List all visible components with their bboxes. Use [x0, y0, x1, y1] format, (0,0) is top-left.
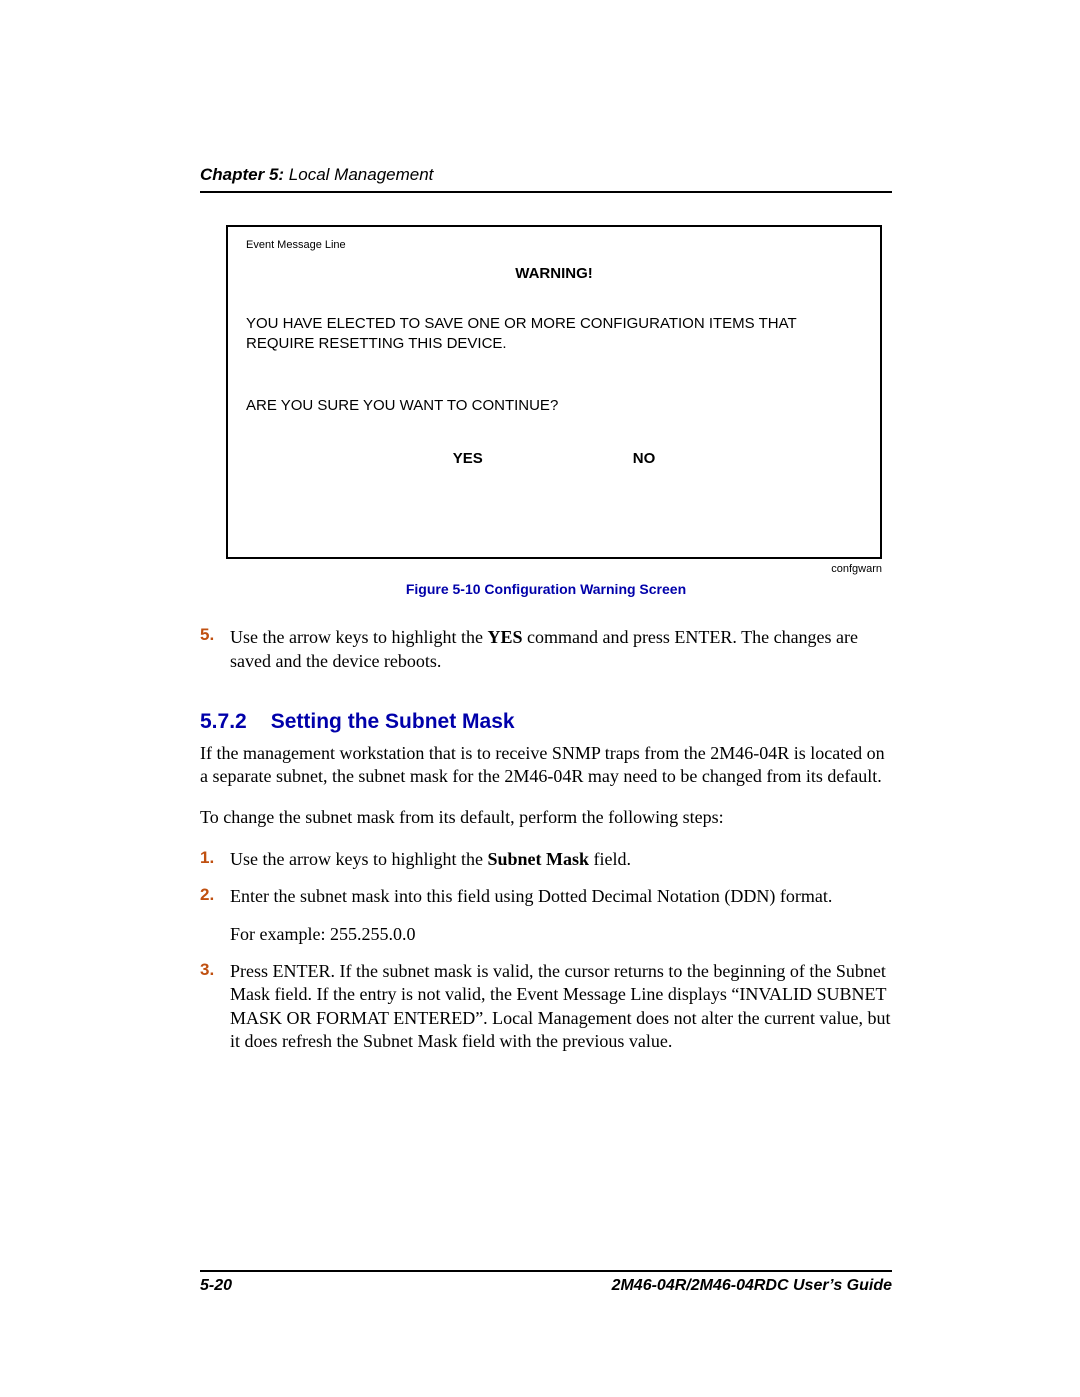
step-1-text: Use the arrow keys to highlight the Subn… — [230, 848, 631, 871]
step-1-row: 1. Use the arrow keys to highlight the S… — [200, 848, 892, 871]
figure-caption: Figure 5-10 Configuration Warning Screen — [200, 581, 892, 597]
page-footer: 5-20 2M46-04R/2M46-04RDC User’s Guide — [200, 1270, 892, 1295]
step-1-number: 1. — [200, 848, 230, 871]
section-number: 5.7.2 — [200, 710, 247, 734]
step-5-row: 5. Use the arrow keys to highlight the Y… — [200, 625, 892, 674]
step-5-number: 5. — [200, 625, 230, 674]
step-2-sub: For example: 255.255.0.0 — [230, 923, 892, 946]
warning-question: ARE YOU SURE YOU WANT TO CONTINUE? — [246, 397, 862, 414]
section-heading: 5.7.2 Setting the Subnet Mask — [200, 710, 892, 734]
step-1-bold: Subnet Mask — [487, 849, 589, 869]
step-2-number: 2. — [200, 885, 230, 908]
section-title: Setting the Subnet Mask — [271, 710, 515, 733]
warning-screen-box: Event Message Line WARNING! YOU HAVE ELE… — [226, 225, 882, 559]
paragraph-1: If the management workstation that is to… — [200, 742, 892, 789]
steps-list: 1. Use the arrow keys to highlight the S… — [200, 848, 892, 1054]
warning-yes-option: YES — [453, 450, 483, 467]
step-3-row: 3. Press ENTER. If the subnet mask is va… — [200, 960, 892, 1054]
step-5-part1: Use the arrow keys to highlight the — [230, 627, 487, 647]
step-2-row: 2. Enter the subnet mask into this field… — [200, 885, 892, 908]
chapter-label: Chapter 5: — [200, 165, 284, 184]
warning-body: YOU HAVE ELECTED TO SAVE ONE OR MORE CON… — [246, 314, 862, 353]
warning-no-option: NO — [633, 450, 656, 467]
footer-page-number: 5-20 — [200, 1277, 232, 1295]
footer-guide-title: 2M46-04R/2M46-04RDC User’s Guide — [612, 1277, 892, 1295]
warning-title: WARNING! — [246, 265, 862, 282]
step-5-text: Use the arrow keys to highlight the YES … — [230, 625, 892, 674]
page-content: Chapter 5: Local Management Event Messag… — [0, 0, 1080, 1397]
chapter-line: Chapter 5: Local Management — [200, 165, 892, 185]
step-1-part1: Use the arrow keys to highlight the — [230, 849, 487, 869]
event-message-line: Event Message Line — [246, 239, 862, 251]
paragraph-2: To change the subnet mask from its defau… — [200, 806, 892, 829]
step-1-part2: field. — [589, 849, 631, 869]
figure-source-label: confgwarn — [200, 563, 882, 575]
chapter-title: Local Management — [284, 165, 433, 184]
step-3-text: Press ENTER. If the subnet mask is valid… — [230, 960, 892, 1054]
step-5-bold: YES — [487, 627, 522, 647]
step-3-number: 3. — [200, 960, 230, 1054]
step-2-text: Enter the subnet mask into this field us… — [230, 885, 832, 908]
page-header: Chapter 5: Local Management — [200, 165, 892, 193]
warning-options: YES NO — [246, 450, 862, 467]
